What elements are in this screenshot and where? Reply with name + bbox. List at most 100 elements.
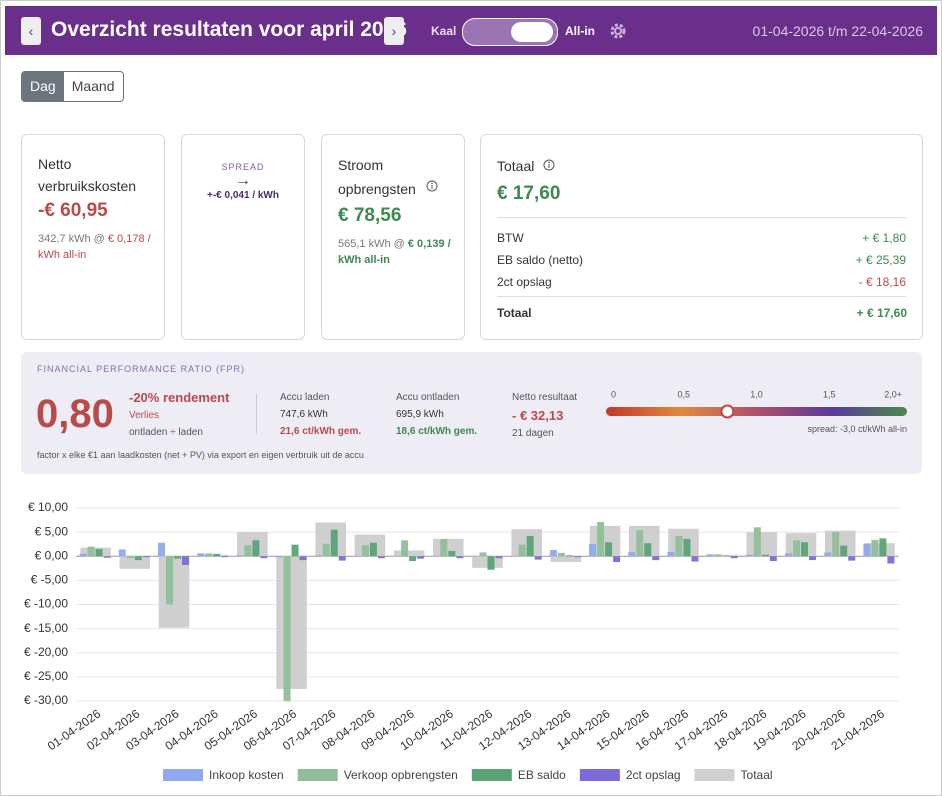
bar [142, 556, 150, 558]
bar [824, 552, 832, 557]
bar [448, 550, 456, 557]
bar [409, 556, 417, 562]
spread-note: spread: -3,0 ct/kWh all-in [807, 424, 907, 434]
bar [236, 555, 244, 557]
bar [746, 532, 778, 557]
fpr-footnote: factor x elke €1 aan laadkosten (net + P… [37, 450, 364, 460]
card-value: -€ 60,95 [38, 200, 108, 221]
card-value: € 78,56 [338, 205, 402, 226]
bar [165, 556, 173, 605]
bar [158, 556, 190, 628]
bar [299, 556, 307, 561]
bar [550, 556, 582, 563]
y-tick-label: € -15,00 [24, 621, 68, 635]
stat-kwh: 747,6 kWh [280, 409, 328, 420]
bar [221, 556, 229, 558]
bar [848, 556, 856, 561]
detail-kwh: 342,7 kWh @ [38, 233, 105, 245]
bar [613, 556, 621, 563]
bar [691, 556, 699, 562]
bar [706, 554, 714, 557]
scale-label: 0,5 [677, 389, 690, 399]
toggle-right-label: All-in [565, 24, 595, 38]
stat-ontladen: Accu ontladen 695,9 kWh 18,6 ct/kWh gem. [396, 389, 477, 440]
y-tick-label: € -30,00 [24, 693, 68, 707]
spread-value: +-€ 0,041 / kWh [207, 190, 279, 201]
bar [652, 556, 660, 561]
fpr-rendement: -20% rendement [129, 390, 230, 405]
fpr-status: Verlies [129, 410, 160, 421]
fpr-panel: FINANCIAL PERFORMANCE RATIO (FPR) 0,80 -… [21, 352, 922, 474]
bar [534, 556, 542, 560]
totaal-row: EB saldo (netto) + € 25,39 [497, 253, 906, 275]
bar [526, 535, 534, 557]
bar [597, 521, 605, 557]
bar [518, 544, 526, 557]
bar [118, 549, 126, 557]
row-value: + € 25,39 [855, 253, 906, 267]
legend-swatch [163, 769, 203, 781]
settings-icon[interactable] [609, 22, 627, 40]
tabs: Dag Maand [21, 71, 124, 102]
prev-button[interactable]: ‹ [21, 17, 41, 45]
bar [314, 555, 322, 557]
bar [244, 545, 252, 557]
card-value: € 17,60 [497, 183, 561, 204]
legend-swatch [694, 769, 735, 781]
stat-value: - € 32,13 [512, 408, 564, 423]
stat-label: Netto resultaat [512, 392, 578, 403]
next-button[interactable]: › [384, 17, 404, 45]
info-icon[interactable] [426, 180, 438, 192]
scale-label: 1,0 [750, 389, 763, 399]
legend-label: Totaal [741, 768, 773, 782]
row-value: - € 18,16 [858, 275, 906, 289]
bar [119, 556, 151, 569]
bar [377, 556, 385, 559]
detail-kwh: 565,1 kWh @ [338, 238, 405, 250]
bar [707, 554, 738, 557]
bar [260, 556, 268, 559]
totaal-card: Totaal € 17,60 BTW + € 1,80 EB saldo (nett… [480, 134, 923, 340]
netto-resultaat: Netto resultaat - € 32,13 21 dagen [512, 389, 577, 443]
scale-label: 2,0+ [884, 389, 902, 399]
bar [275, 556, 283, 558]
y-tick-label: € -5,00 [31, 573, 69, 587]
bar [785, 553, 793, 557]
bar [730, 556, 738, 559]
bar [401, 540, 409, 557]
bar [644, 543, 652, 557]
tab-maand[interactable]: Maand [71, 78, 115, 94]
totaal-rows: BTW + € 1,80 EB saldo (netto) + € 25,39 2ct … [497, 231, 906, 297]
bar [291, 544, 299, 557]
gradient-bar [606, 407, 907, 416]
bar [197, 553, 205, 557]
toggle-knob [511, 22, 553, 42]
bar [79, 553, 87, 557]
card-label: Netto verbruikskosten [38, 156, 137, 194]
page-title: Overzicht resultaten voor april 2026 [51, 18, 407, 41]
card-detail: 342,7 kWh @ € 0,178 / kWh all-in [38, 231, 162, 263]
bar [173, 556, 181, 559]
bar [440, 538, 448, 557]
bar [565, 555, 573, 557]
info-icon[interactable] [543, 159, 555, 171]
tab-dag[interactable]: Dag [22, 72, 64, 101]
bar [745, 554, 753, 557]
spread-card: SPREAD → +-€ 0,041 / kWh [181, 134, 305, 340]
card-detail: 565,1 kWh @ € 0,139 / kWh all-in [338, 236, 462, 268]
toggle[interactable] [462, 18, 558, 46]
bar [761, 554, 769, 557]
row-label: BTW [497, 231, 524, 245]
detail-price: € 0,139 / kWh all-in [338, 238, 451, 266]
bar [667, 551, 675, 557]
bar [871, 539, 879, 557]
scale-label: 1,5 [823, 389, 836, 399]
bar [495, 556, 503, 559]
fpr-title: FINANCIAL PERFORMANCE RATIO (FPR) [37, 364, 246, 374]
bar [181, 556, 189, 565]
detail-price: € 0,178 / kWh all-in [38, 233, 151, 261]
divider [497, 296, 906, 297]
bar [276, 556, 307, 689]
legend-label: Verkoop opbrengsten [344, 768, 458, 782]
